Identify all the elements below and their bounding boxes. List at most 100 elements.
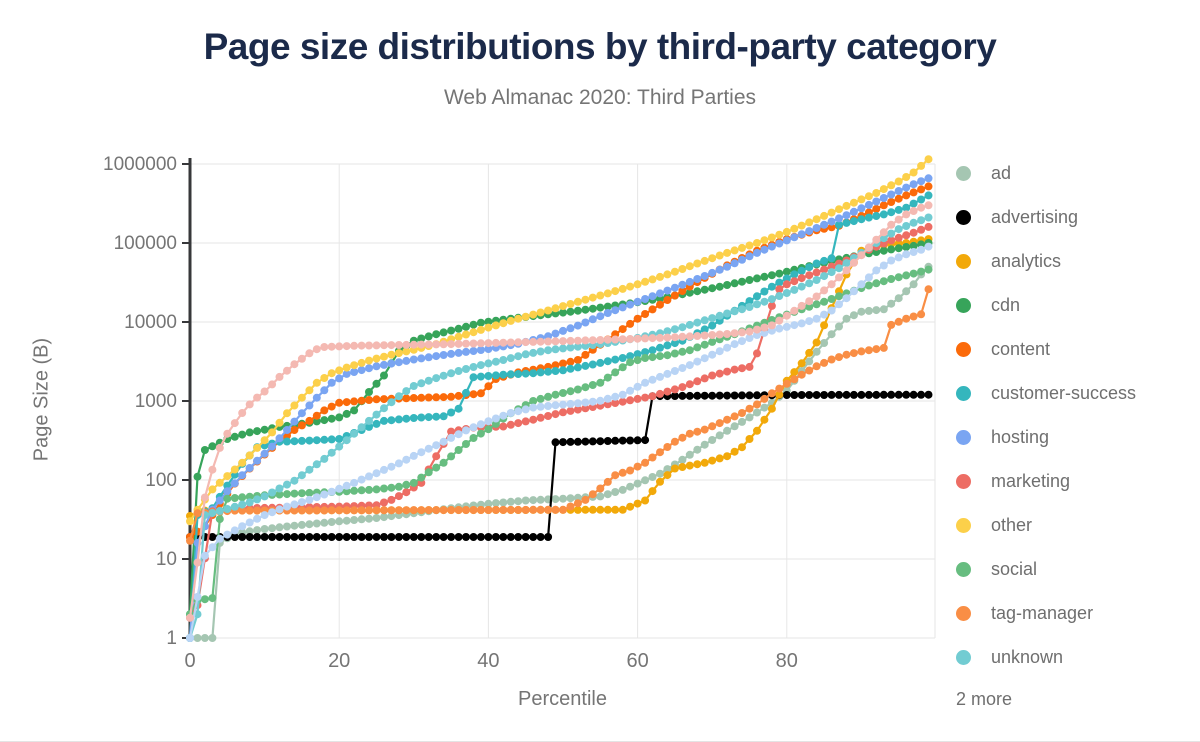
y-tick-label: 10000 (124, 312, 177, 333)
series-point (514, 338, 523, 347)
series-point (387, 483, 396, 492)
legend-item-social[interactable]: social (956, 547, 1196, 591)
series-point (342, 506, 351, 515)
series-point (790, 321, 799, 330)
series-point (559, 302, 567, 311)
series-point (603, 477, 612, 486)
series-point (909, 218, 918, 227)
series-point (805, 218, 814, 227)
series-point (439, 351, 448, 359)
series-point (268, 428, 277, 437)
series-point (536, 337, 545, 346)
series-point (544, 412, 553, 420)
series-point (648, 487, 657, 496)
series-point (917, 216, 926, 225)
series-point (365, 416, 373, 425)
series-point (387, 341, 396, 350)
series-point (879, 277, 888, 286)
series-point (738, 391, 746, 400)
series-point (812, 347, 821, 356)
series-point (312, 378, 321, 387)
legend-item-advertising[interactable]: advertising (956, 195, 1196, 239)
series-point (469, 434, 478, 442)
legend-item-other[interactable]: other (956, 503, 1196, 547)
legend-item-analytics[interactable]: analytics (956, 239, 1196, 283)
series-point (656, 300, 664, 309)
series-point (491, 505, 500, 514)
series-point (879, 228, 888, 237)
series-point (849, 311, 858, 320)
series-point (566, 437, 575, 446)
series-point (335, 374, 344, 383)
series-point (715, 251, 724, 260)
series-point (506, 497, 515, 506)
series-point (200, 634, 209, 642)
series-unknown[interactable] (186, 213, 933, 643)
series-point (700, 458, 709, 467)
series-point (394, 482, 403, 491)
legend-label: ad (991, 162, 1012, 183)
series-tag-manager[interactable] (186, 285, 933, 545)
legend-label: other (991, 514, 1033, 535)
series-point (462, 426, 470, 435)
series-video[interactable] (186, 201, 933, 622)
legend-item-unknown[interactable]: unknown (956, 635, 1196, 679)
series-point (909, 312, 918, 321)
series-point (633, 382, 642, 391)
series-point (409, 533, 418, 541)
series-point (678, 433, 687, 442)
series-customer-success[interactable] (186, 191, 933, 642)
series-point (476, 325, 485, 334)
legend-item-customer-success[interactable]: customer-success (956, 371, 1196, 415)
series-point (812, 300, 821, 309)
series-point (454, 348, 463, 357)
series-point (648, 346, 657, 355)
series-point (454, 391, 463, 400)
series-point (924, 191, 933, 200)
series-point (253, 506, 262, 515)
series-point (462, 322, 470, 331)
series-hosting[interactable] (186, 174, 933, 642)
series-point (260, 492, 269, 501)
legend-item-tag-manager[interactable]: tag-manager (956, 591, 1196, 635)
series-point (917, 177, 926, 186)
series-point (372, 533, 381, 541)
series-point (864, 200, 873, 209)
series-point (849, 207, 858, 216)
series-point (670, 385, 679, 394)
series-point (790, 233, 799, 242)
legend-more-link[interactable]: 2 more (956, 689, 1013, 709)
series-point (678, 332, 687, 341)
series-point (805, 348, 814, 357)
series-point (633, 462, 642, 471)
series-point (902, 183, 911, 192)
series-point (581, 318, 590, 327)
legend-item-content[interactable]: content (956, 327, 1196, 371)
series-point (223, 472, 232, 481)
series-ad[interactable] (186, 262, 933, 642)
series-point (439, 340, 448, 349)
series-point (245, 428, 254, 437)
series-point (506, 505, 515, 514)
series-other[interactable] (186, 155, 933, 526)
series-point (715, 330, 724, 339)
legend-item-ad[interactable]: ad (956, 151, 1196, 195)
series-point (760, 272, 769, 281)
series-point (469, 339, 478, 348)
series-point (924, 285, 933, 294)
series-point (573, 399, 582, 408)
series-point (305, 401, 314, 410)
series-point (551, 367, 560, 375)
series-point (760, 297, 769, 306)
series-point (611, 355, 620, 364)
series-point (365, 396, 373, 404)
legend-item-hosting[interactable]: hosting (956, 415, 1196, 459)
legend-item-marketing[interactable]: marketing (956, 459, 1196, 503)
series-point (603, 400, 612, 409)
series-utility[interactable] (186, 242, 933, 642)
series-point (835, 205, 843, 214)
series-point (648, 334, 657, 343)
legend-item-cdn[interactable]: cdn (956, 283, 1196, 327)
series-point (603, 335, 612, 344)
series-point (462, 533, 470, 541)
